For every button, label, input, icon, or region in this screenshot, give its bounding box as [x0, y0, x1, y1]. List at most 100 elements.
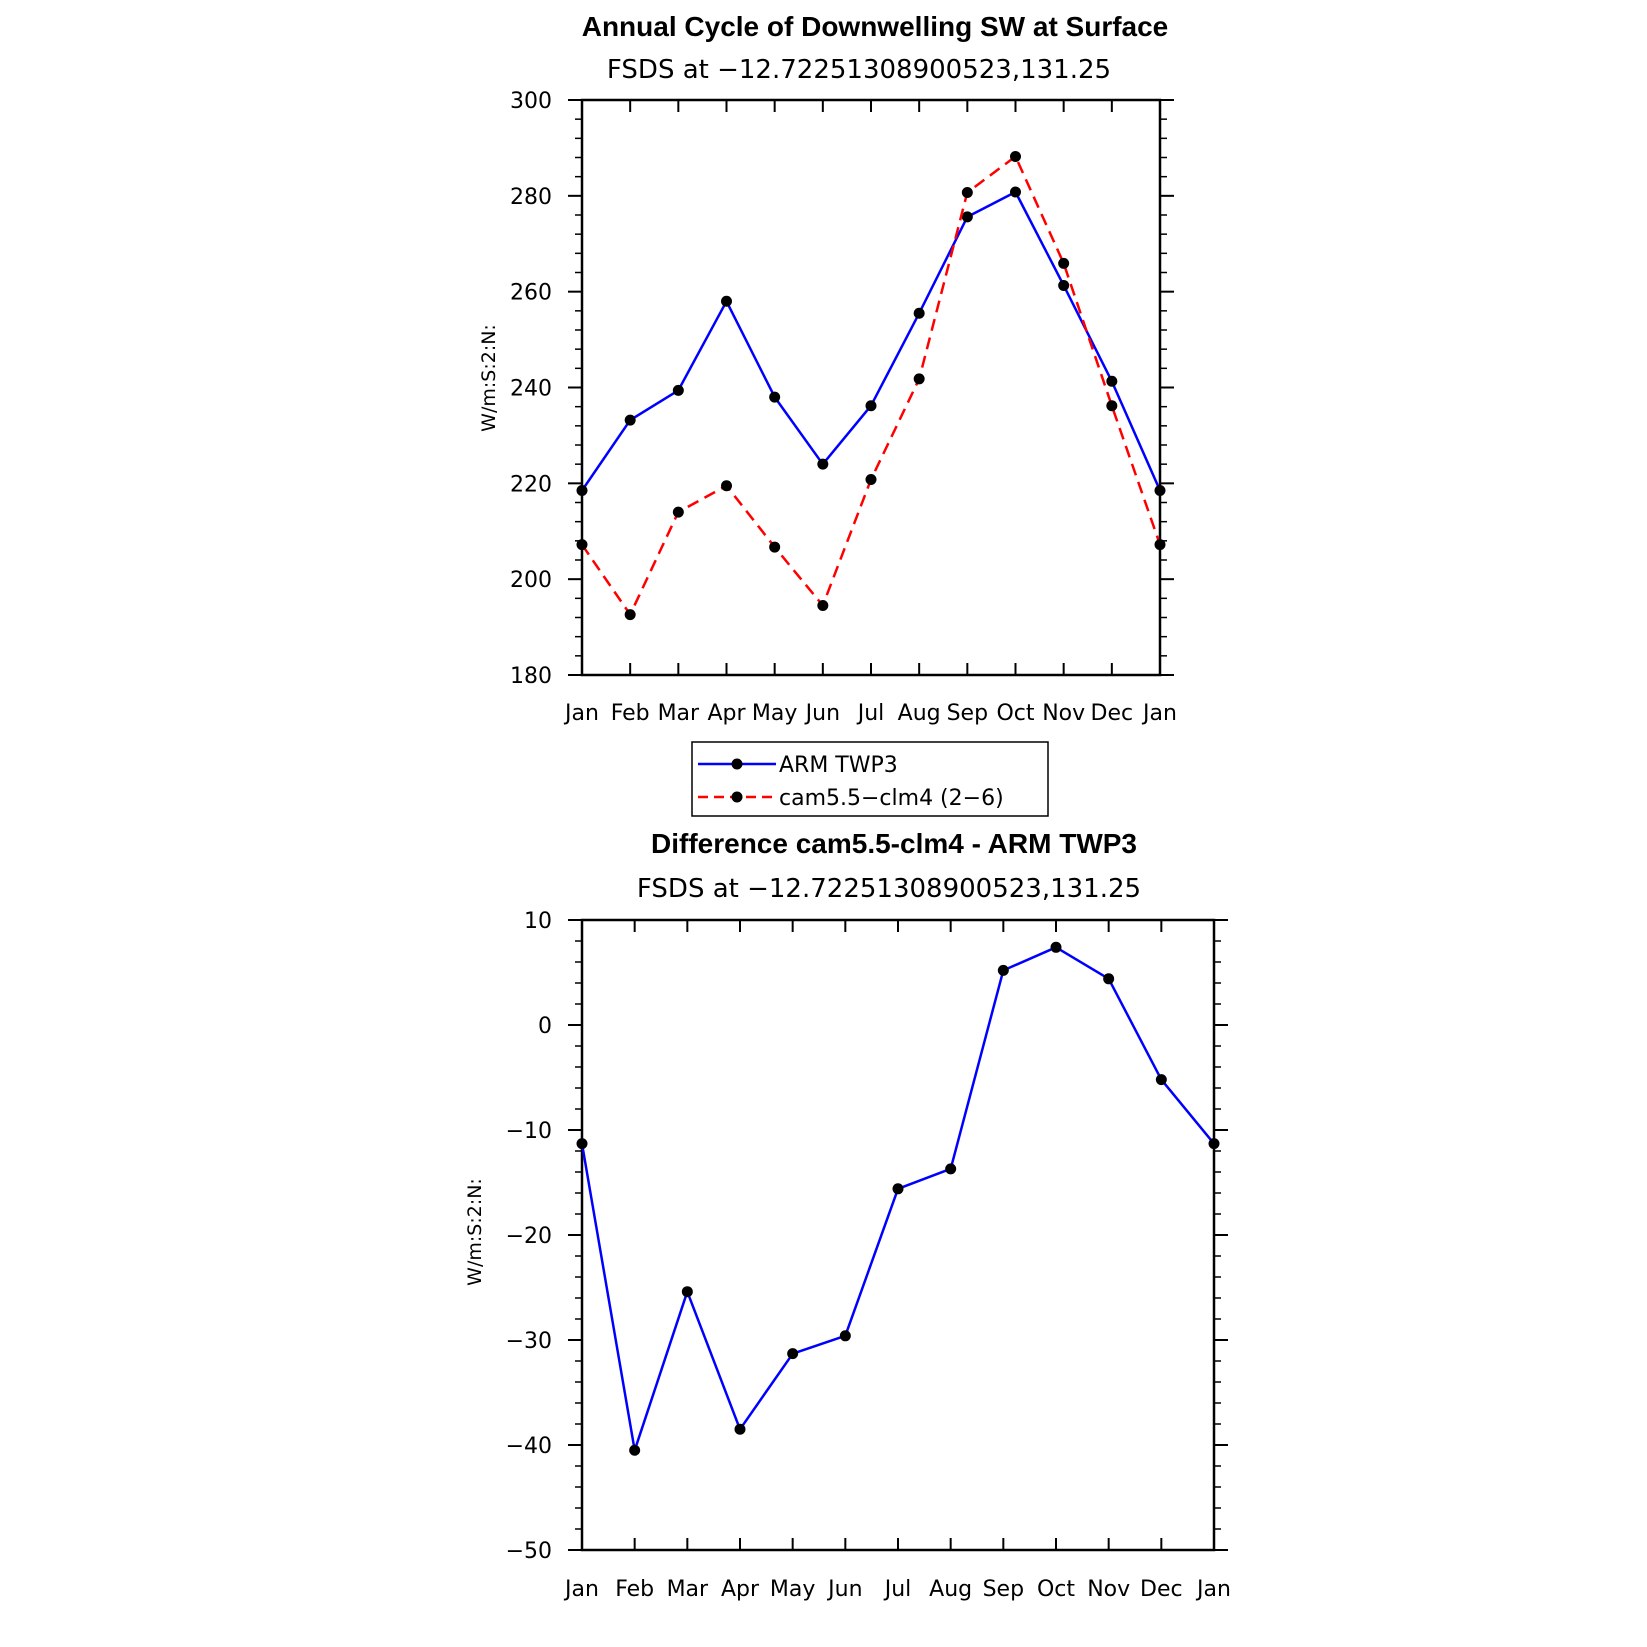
data-point: [787, 1348, 799, 1360]
data-point: [681, 1286, 693, 1298]
axis-ticks: Jan Feb Mar Apr May Jun Jul Aug Sep Oct Nov Dec Jan 1…: [510, 89, 1177, 726]
data-point: [892, 1183, 904, 1195]
series-line-0: [580, 190, 1162, 492]
data-point: [865, 474, 877, 485]
y-tick-label: −30: [506, 1329, 552, 1354]
x-tick-label: Feb: [615, 1577, 654, 1602]
data-point: [1010, 186, 1021, 198]
legend-label-arm: ARM TWP3: [779, 753, 898, 778]
axis-ticks: Jan Feb Mar Apr May Jun Jul Aug Sep Oct Nov Dec Jan−…: [506, 909, 1231, 1602]
data-point: [1058, 257, 1070, 269]
x-tick-label: Mar: [658, 701, 700, 726]
y-tick-label: 180: [510, 664, 552, 689]
chart-subtitle: FSDS at −12.72251308900523,131.25: [607, 55, 1111, 85]
data-point: [817, 600, 829, 612]
data-point: [961, 186, 973, 198]
x-tick-label: May: [770, 1577, 815, 1602]
y-tick-label: 10: [524, 909, 552, 934]
x-tick-label: Dec: [1140, 1577, 1183, 1602]
data-point: [945, 1163, 957, 1175]
x-tick-label: Dec: [1091, 701, 1134, 726]
data-point: [961, 211, 973, 223]
annual-cycle-chart: Annual Cycle of Downwelling SW at Surfac…: [478, 11, 1177, 817]
series-line-0: [580, 946, 1215, 1452]
data-point: [576, 539, 588, 551]
y-axis-label: W/m:S:2:N:: [464, 1178, 486, 1286]
legend-box: [691, 741, 1049, 817]
legend-marker-arm: [731, 758, 743, 770]
data-point: [1058, 279, 1070, 291]
y-tick-label: −40: [506, 1434, 552, 1459]
series-layer: [576, 941, 1220, 1456]
difference-chart: Difference cam5.5-clm4 - ARM TWP3 FSDS a…: [464, 828, 1231, 1602]
x-tick-label: Aug: [929, 1577, 972, 1602]
x-tick-label: Jun: [826, 1577, 862, 1602]
data-point: [1103, 973, 1115, 985]
plot-frame: [580, 918, 1216, 1552]
series-line-1: [580, 155, 1162, 616]
data-point: [913, 373, 925, 385]
y-tick-label: 260: [510, 281, 552, 306]
data-point: [629, 1444, 641, 1456]
data-point: [865, 400, 877, 412]
x-tick-label: Jan: [1195, 1577, 1231, 1602]
x-tick-label: Sep: [947, 701, 988, 726]
chart-title: Difference cam5.5-clm4 - ARM TWP3: [651, 828, 1137, 859]
y-axis-label: W/m:S:2:N:: [478, 324, 500, 432]
chart-title: Annual Cycle of Downwelling SW at Surfac…: [582, 11, 1169, 42]
data-point: [1154, 539, 1166, 551]
data-point: [769, 541, 781, 553]
data-point: [721, 295, 732, 307]
y-tick-label: −10: [506, 1119, 552, 1144]
y-tick-label: 240: [510, 377, 552, 402]
y-tick-label: 220: [510, 472, 552, 497]
x-tick-label: Nov: [1042, 701, 1085, 726]
legend: ARM TWP3 cam5.5−clm4 (2−6): [691, 741, 1049, 817]
data-point: [576, 485, 588, 497]
y-tick-label: 0: [538, 1014, 552, 1039]
x-tick-label: Jan: [563, 701, 599, 726]
y-tick-label: −20: [506, 1224, 552, 1249]
legend-marker-cam: [731, 791, 743, 803]
x-tick-label: Feb: [611, 701, 650, 726]
chart-subtitle: FSDS at −12.72251308900523,131.25: [637, 874, 1141, 904]
x-tick-label: Jul: [856, 701, 885, 726]
data-point: [1155, 1074, 1167, 1086]
x-tick-label: Jul: [883, 1577, 912, 1602]
x-tick-label: Mar: [667, 1577, 709, 1602]
data-point: [672, 506, 684, 518]
legend-label-cam: cam5.5−clm4 (2−6): [779, 786, 1004, 811]
x-tick-label: Nov: [1087, 1577, 1130, 1602]
data-point: [839, 1330, 851, 1342]
data-point: [624, 609, 636, 621]
x-tick-label: Jun: [804, 701, 840, 726]
plot-frame: [580, 98, 1162, 677]
y-tick-label: −50: [506, 1539, 552, 1564]
data-point: [913, 307, 925, 319]
data-point: [576, 1138, 588, 1150]
y-tick-label: 280: [510, 185, 552, 210]
y-tick-label: 200: [510, 568, 552, 593]
data-point: [769, 391, 781, 403]
x-tick-label: Oct: [996, 701, 1034, 726]
data-point: [624, 414, 636, 426]
x-tick-label: Aug: [898, 701, 941, 726]
data-point: [1050, 941, 1062, 953]
data-point: [1010, 151, 1021, 163]
data-point: [721, 480, 732, 492]
data-point: [1106, 400, 1118, 412]
x-tick-label: Apr: [707, 701, 746, 726]
x-tick-label: May: [752, 701, 797, 726]
data-point: [1154, 485, 1166, 497]
series-layer: [576, 151, 1166, 621]
data-point: [672, 384, 684, 396]
data-point: [817, 458, 829, 470]
data-point: [734, 1423, 746, 1435]
x-tick-label: Sep: [983, 1577, 1024, 1602]
y-tick-label: 300: [510, 89, 552, 114]
x-tick-label: Apr: [721, 1577, 760, 1602]
data-point: [1106, 375, 1118, 387]
data-point: [997, 964, 1009, 976]
data-point: [1208, 1138, 1220, 1150]
